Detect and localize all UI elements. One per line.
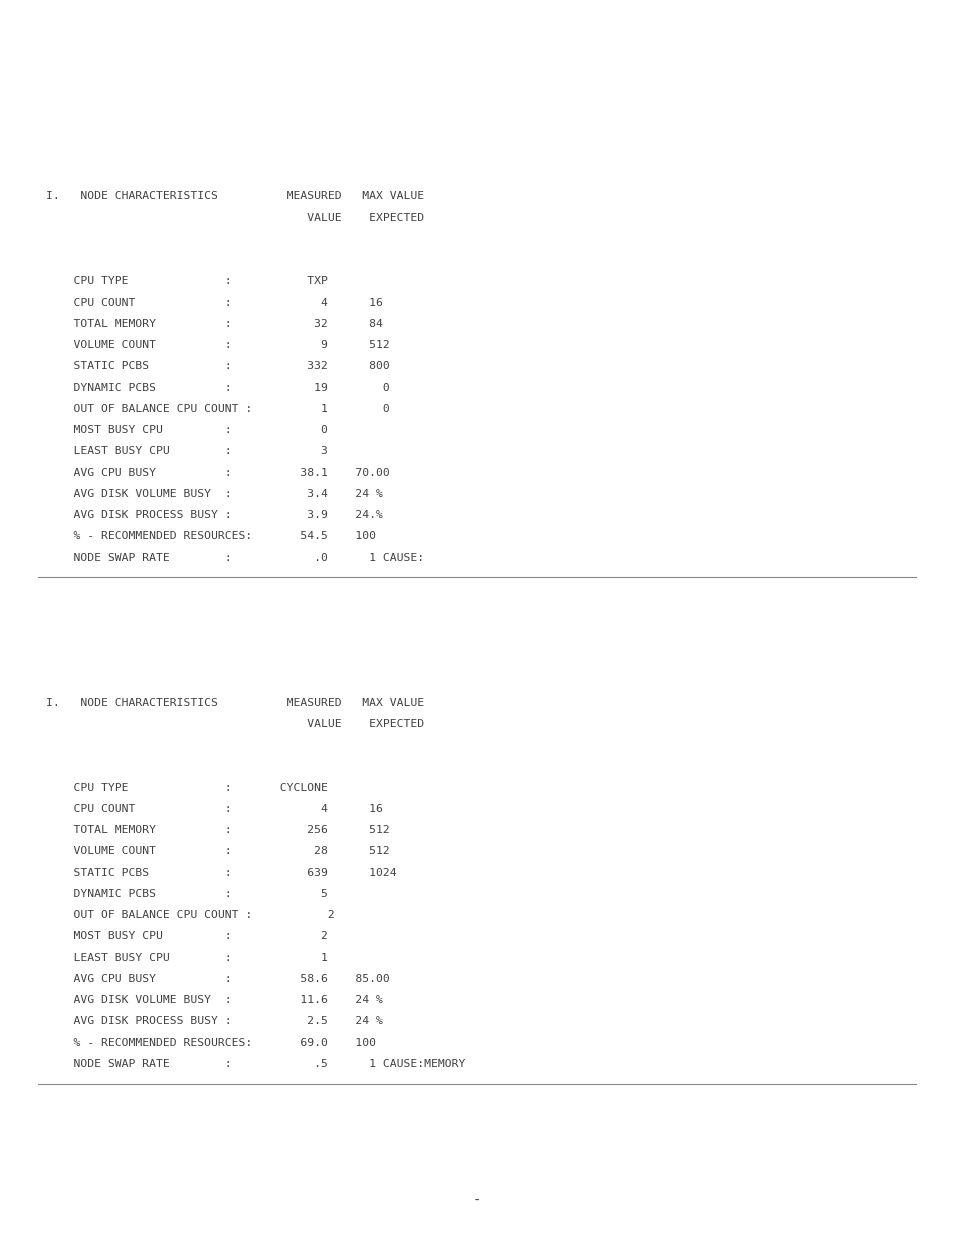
Text: AVG DISK PROCESS BUSY :           3.9    24.%: AVG DISK PROCESS BUSY : 3.9 24.% (46, 510, 382, 520)
Text: AVG CPU BUSY          :          38.1    70.00: AVG CPU BUSY : 38.1 70.00 (46, 468, 389, 478)
Text: I.   NODE CHARACTERISTICS          MEASURED   MAX VALUE: I. NODE CHARACTERISTICS MEASURED MAX VAL… (46, 698, 423, 708)
Text: LEAST BUSY CPU        :             1: LEAST BUSY CPU : 1 (46, 952, 327, 962)
Text: STATIC PCBS           :           332      800: STATIC PCBS : 332 800 (46, 362, 389, 372)
Text: I.   NODE CHARACTERISTICS          MEASURED   MAX VALUE: I. NODE CHARACTERISTICS MEASURED MAX VAL… (46, 191, 423, 201)
Text: AVG DISK VOLUME BUSY  :          11.6    24 %: AVG DISK VOLUME BUSY : 11.6 24 % (46, 995, 382, 1005)
Text: VALUE    EXPECTED: VALUE EXPECTED (46, 719, 423, 729)
Text: OUT OF BALANCE CPU COUNT :          1        0: OUT OF BALANCE CPU COUNT : 1 0 (46, 404, 389, 414)
Text: VOLUME COUNT          :            28      512: VOLUME COUNT : 28 512 (46, 846, 389, 856)
Text: DYNAMIC PCBS          :             5: DYNAMIC PCBS : 5 (46, 889, 327, 899)
Text: MOST BUSY CPU         :             0: MOST BUSY CPU : 0 (46, 425, 327, 435)
Text: STATIC PCBS           :           639      1024: STATIC PCBS : 639 1024 (46, 868, 396, 878)
Text: -: - (473, 1194, 480, 1208)
Text: % - RECOMMENDED RESOURCES:       69.0    100: % - RECOMMENDED RESOURCES: 69.0 100 (46, 1037, 375, 1047)
Text: OUT OF BALANCE CPU COUNT :           2: OUT OF BALANCE CPU COUNT : 2 (46, 910, 335, 920)
Text: MOST BUSY CPU         :             2: MOST BUSY CPU : 2 (46, 931, 327, 941)
Text: % - RECOMMENDED RESOURCES:       54.5    100: % - RECOMMENDED RESOURCES: 54.5 100 (46, 531, 375, 541)
Text: CPU TYPE              :           TXP: CPU TYPE : TXP (46, 277, 327, 287)
Text: CPU COUNT             :             4      16: CPU COUNT : 4 16 (46, 298, 382, 308)
Text: DYNAMIC PCBS          :            19        0: DYNAMIC PCBS : 19 0 (46, 383, 389, 393)
Text: AVG DISK PROCESS BUSY :           2.5    24 %: AVG DISK PROCESS BUSY : 2.5 24 % (46, 1016, 382, 1026)
Text: TOTAL MEMORY          :            32      84: TOTAL MEMORY : 32 84 (46, 319, 382, 329)
Text: LEAST BUSY CPU        :             3: LEAST BUSY CPU : 3 (46, 446, 327, 456)
Text: CPU COUNT             :             4      16: CPU COUNT : 4 16 (46, 804, 382, 814)
Text: NODE SWAP RATE        :            .5      1 CAUSE:MEMORY: NODE SWAP RATE : .5 1 CAUSE:MEMORY (46, 1058, 465, 1068)
Text: CPU TYPE              :       CYCLONE: CPU TYPE : CYCLONE (46, 783, 327, 793)
Text: VALUE    EXPECTED: VALUE EXPECTED (46, 212, 423, 222)
Text: VOLUME COUNT          :             9      512: VOLUME COUNT : 9 512 (46, 340, 389, 350)
Text: NODE SWAP RATE        :            .0      1 CAUSE:: NODE SWAP RATE : .0 1 CAUSE: (46, 552, 423, 562)
Text: TOTAL MEMORY          :           256      512: TOTAL MEMORY : 256 512 (46, 825, 389, 835)
Text: AVG DISK VOLUME BUSY  :           3.4    24 %: AVG DISK VOLUME BUSY : 3.4 24 % (46, 489, 382, 499)
Text: AVG CPU BUSY          :          58.6    85.00: AVG CPU BUSY : 58.6 85.00 (46, 974, 389, 984)
